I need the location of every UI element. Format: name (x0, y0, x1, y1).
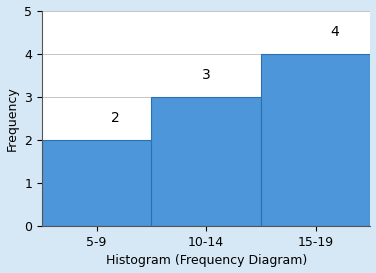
X-axis label: Histogram (Frequency Diagram): Histogram (Frequency Diagram) (106, 254, 307, 268)
Bar (152, 97, 261, 226)
Bar (261, 54, 370, 226)
Text: 2: 2 (111, 111, 120, 125)
Y-axis label: Frequency: Frequency (6, 86, 18, 151)
Text: 3: 3 (202, 68, 211, 82)
Bar (42, 140, 152, 226)
Text: 4: 4 (330, 25, 339, 39)
